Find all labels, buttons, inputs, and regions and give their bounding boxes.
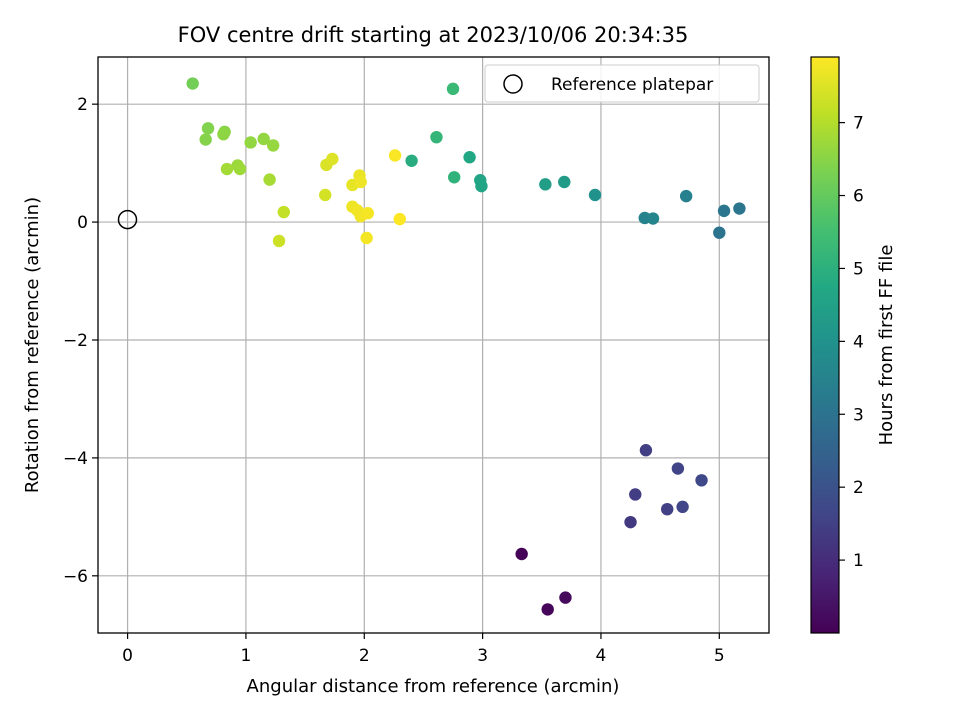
data-point	[217, 128, 230, 141]
data-point	[446, 82, 460, 96]
reference-platepar-marker	[117, 209, 138, 230]
data-point	[463, 151, 476, 164]
data-point	[679, 189, 693, 203]
data-point	[272, 234, 286, 248]
data-point	[559, 591, 572, 604]
data-point	[361, 207, 375, 220]
colorbar-tick-label: 4	[853, 332, 864, 352]
data-point	[717, 204, 731, 218]
legend-label: Reference platepar	[551, 75, 713, 95]
colorbar-tick-label: 6	[853, 187, 864, 207]
data-point	[244, 136, 257, 149]
chart-title: FOV centre drift starting at 2023/10/06 …	[178, 23, 689, 47]
data-point	[266, 139, 280, 152]
y-tick-label: −6	[63, 567, 88, 587]
data-point	[695, 474, 708, 487]
data-point	[676, 500, 689, 514]
data-point	[539, 178, 552, 191]
data-point	[199, 133, 212, 146]
y-axis: −6 −4 −2 0 2	[63, 95, 98, 587]
colorbar-tick-label: 7	[853, 114, 864, 134]
data-point	[263, 173, 276, 186]
data-point	[220, 162, 234, 176]
colorbar-tick-label: 3	[853, 405, 864, 425]
data-point	[515, 547, 528, 561]
plot-frame	[97, 56, 770, 634]
data-point	[326, 152, 339, 166]
legend-box	[484, 64, 760, 103]
data-point	[629, 488, 642, 501]
data-point	[646, 212, 660, 225]
grid-lines	[98, 57, 769, 633]
colorbar-ticks: 1 2 3 4 5 6 7	[839, 114, 864, 571]
x-tick-label: 0	[122, 646, 133, 666]
data-point	[186, 77, 199, 90]
colorbar-gradient	[810, 56, 840, 634]
data-point	[393, 212, 406, 226]
x-tick-label: 4	[596, 646, 607, 666]
data-point	[257, 132, 270, 146]
x-axis: 0 1 2 3 4 5	[122, 633, 725, 666]
x-tick-label: 3	[477, 646, 488, 666]
data-point	[277, 205, 290, 219]
x-tick-label: 5	[714, 646, 725, 666]
data-point	[639, 444, 653, 457]
data-point	[588, 188, 602, 202]
colorbar-tick-label: 5	[853, 259, 864, 279]
data-point	[733, 202, 746, 215]
data-point	[541, 603, 554, 616]
data-point	[319, 188, 332, 202]
data-point	[474, 174, 487, 187]
x-axis-label: Angular distance from reference (arcmin)	[247, 676, 620, 697]
y-tick-label: −4	[63, 449, 88, 469]
y-tick-label: 2	[77, 95, 88, 115]
data-point	[201, 122, 215, 135]
data-point	[354, 175, 367, 189]
data-point	[360, 231, 373, 245]
legend-marker	[503, 74, 523, 94]
data-point	[233, 162, 247, 176]
data-point	[430, 130, 443, 144]
colorbar-tick-label: 1	[853, 551, 864, 571]
y-tick-label: −2	[63, 331, 88, 351]
x-tick-label: 2	[359, 646, 370, 666]
legend: Reference platepar	[484, 64, 760, 103]
y-axis-label: Rotation from reference (arcmin)	[22, 197, 43, 493]
data-point	[558, 175, 571, 189]
colorbar-label: Hours from first FF file	[876, 245, 897, 446]
data-point	[661, 502, 674, 516]
data-point	[388, 149, 402, 162]
data-point	[624, 515, 637, 529]
data-point	[713, 226, 726, 239]
data-point	[448, 171, 461, 184]
data-point	[405, 154, 418, 167]
data-point	[671, 462, 685, 475]
colorbar-tick-label: 2	[853, 478, 864, 498]
y-tick-label: 0	[77, 213, 88, 233]
colorbar: 1 2 3 4 5 6 7 Hours from first FF file	[810, 56, 897, 634]
x-tick-label: 1	[241, 646, 252, 666]
data-points	[186, 77, 746, 616]
